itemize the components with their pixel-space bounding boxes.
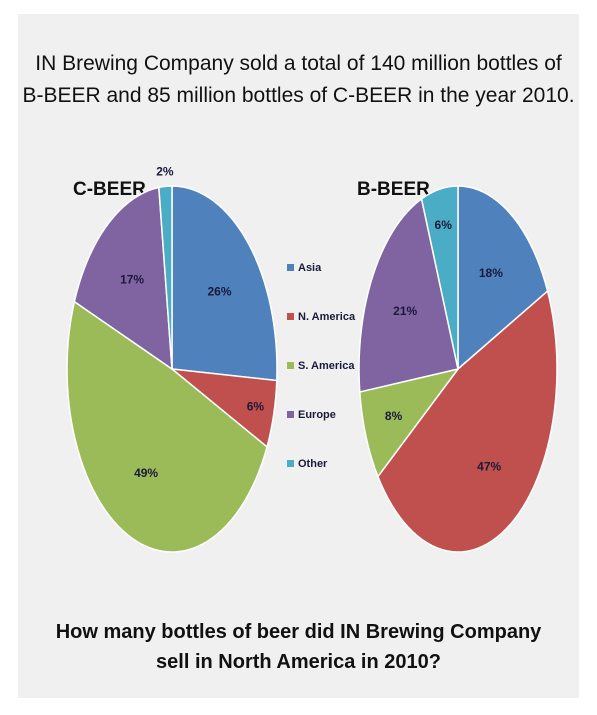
b-beer-label-south-america: 8% [385, 409, 403, 423]
c-beer-pie: 26% 6% 49% 17% 2% [66, 165, 278, 553]
legend-label-north-america: N. America [298, 311, 356, 323]
legend-label-south-america: S. America [298, 360, 355, 372]
legend-label-asia: Asia [298, 262, 322, 274]
b-beer-slice-other [420, 185, 459, 370]
header-text: IN Brewing Company sold a total of 140 m… [18, 48, 579, 112]
c-beer-label-south-america: 49% [134, 466, 158, 480]
b-beer-label-europe: 21% [393, 304, 417, 318]
legend-label-other: Other [298, 458, 328, 470]
question-line-2: sell in North America in 2010? [156, 651, 441, 673]
legend-label-europe: Europe [298, 409, 336, 421]
b-beer-title: B-BEER [357, 179, 430, 200]
c-beer-slice-europe [73, 186, 173, 371]
c-beer-slice-south-america [66, 300, 268, 553]
b-beer-slice-europe [358, 197, 459, 393]
c-beer-slice-north-america [169, 367, 278, 449]
b-beer-slice-north-america [377, 289, 558, 553]
legend-swatch-asia [287, 264, 294, 271]
c-beer-label-other: 2% [156, 165, 174, 179]
c-beer-title: C-BEER [73, 179, 146, 200]
legend-swatch-europe [287, 411, 294, 418]
legend: Asia N. America S. America Europe Other [287, 262, 356, 470]
b-beer-label-asia: 18% [479, 266, 503, 280]
legend-swatch-south-america [287, 362, 294, 369]
c-beer-label-north-america: 6% [247, 399, 265, 413]
b-beer-slice-south-america [358, 367, 460, 479]
c-beer-label-europe: 17% [120, 272, 144, 286]
c-beer-slice-asia [171, 185, 278, 382]
header-line-1: IN Brewing Company sold a total of 140 m… [35, 52, 562, 75]
question-line-1: How many bottles of beer did IN Brewing … [55, 621, 542, 643]
legend-swatch-other [287, 460, 294, 467]
question-text: How many bottles of beer did IN Brewing … [18, 617, 579, 677]
header-line-2: B-BEER and 85 million bottles of C-BEER … [22, 84, 575, 107]
legend-swatch-north-america [287, 313, 294, 320]
b-beer-label-north-america: 47% [477, 460, 501, 474]
b-beer-pie: 18% 47% 8% 21% 6% [358, 185, 558, 553]
c-beer-slice-other [158, 185, 173, 370]
c-beer-label-asia: 26% [207, 284, 231, 298]
b-beer-slice-asia [457, 185, 549, 371]
b-beer-label-other: 6% [435, 218, 453, 232]
